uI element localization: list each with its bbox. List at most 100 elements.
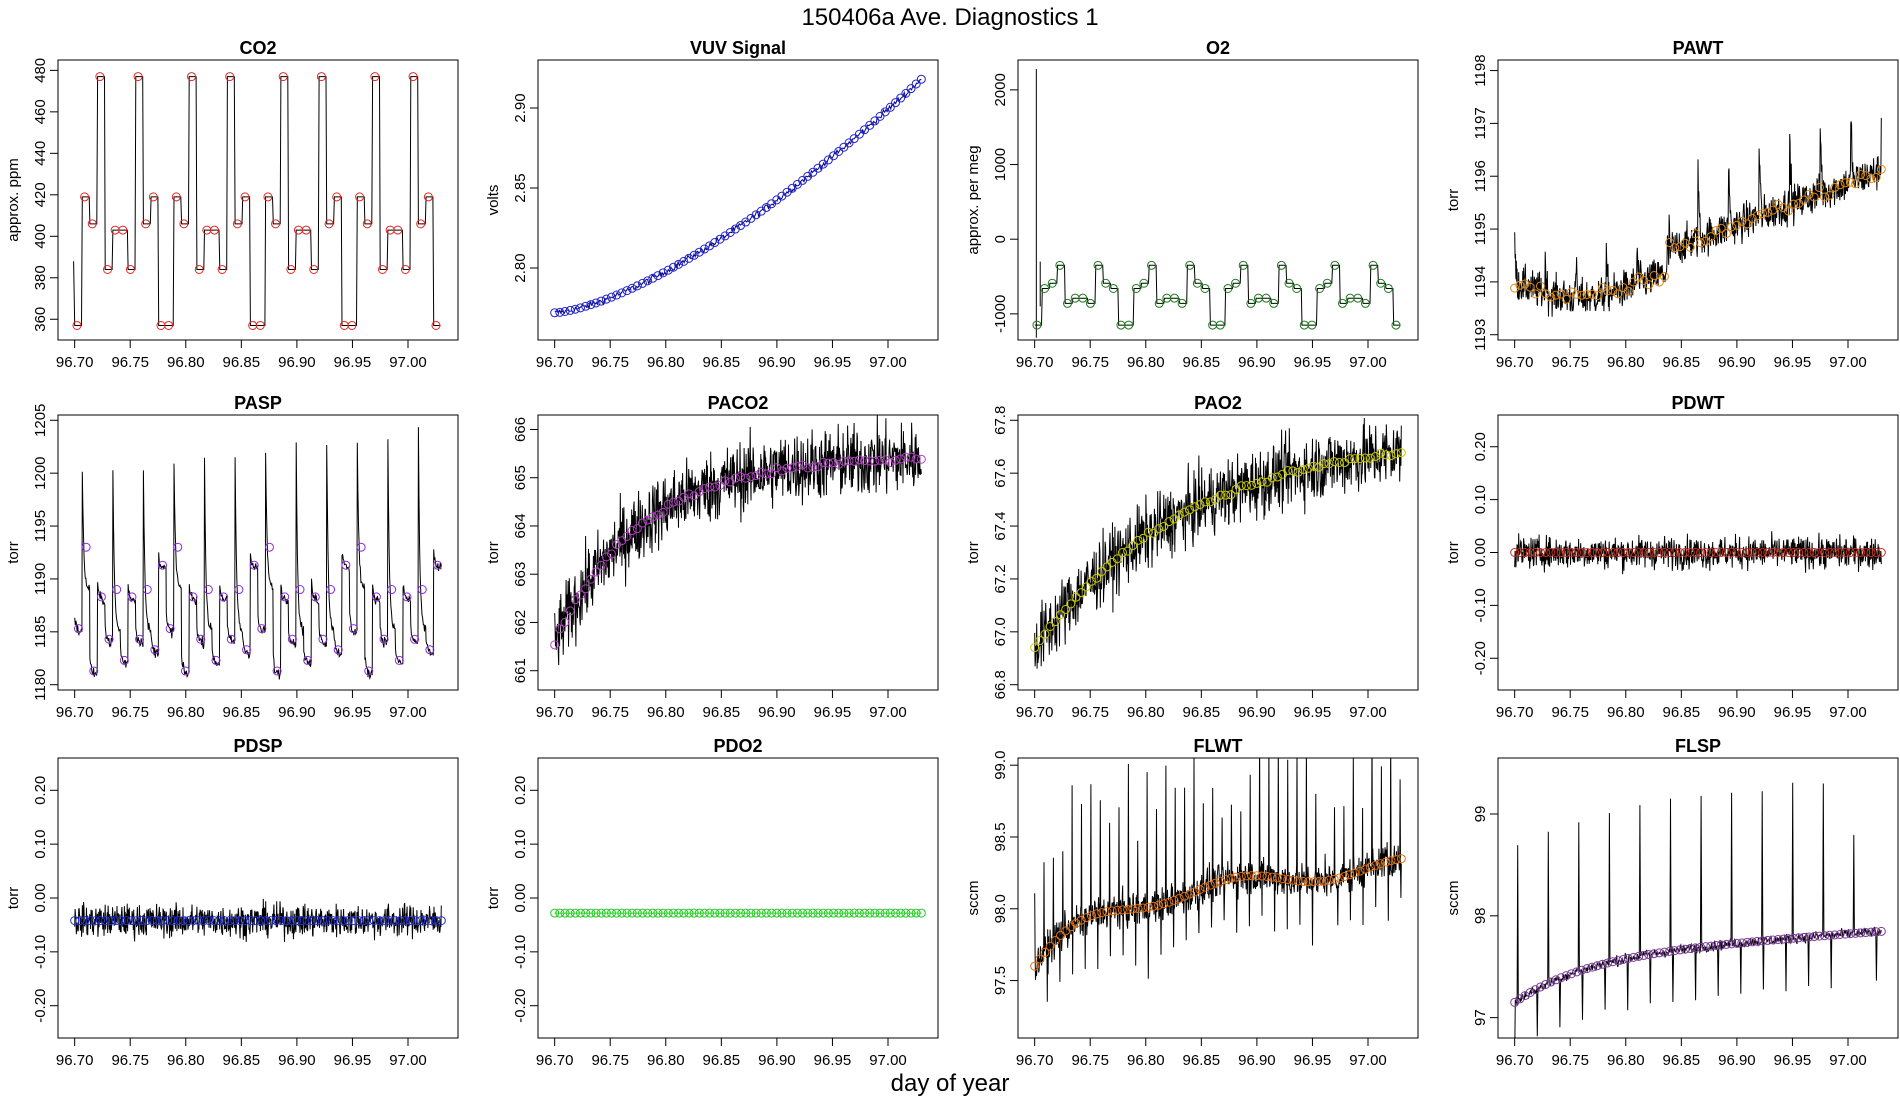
data-point xyxy=(632,524,642,534)
data-point xyxy=(1608,957,1618,967)
data-point xyxy=(1169,293,1179,303)
data-point xyxy=(1350,454,1360,464)
data-point xyxy=(421,916,431,926)
data-point xyxy=(1742,219,1752,229)
data-point xyxy=(1185,260,1195,270)
data-point xyxy=(1530,289,1540,299)
y-tick-label: 99 xyxy=(1472,806,1489,823)
data-point xyxy=(622,908,632,918)
plot-frame xyxy=(57,757,459,1039)
data-point xyxy=(1566,548,1576,557)
data-point xyxy=(1174,893,1184,903)
data-point xyxy=(303,655,313,665)
data-point xyxy=(844,456,854,466)
data-point xyxy=(400,264,410,274)
data-point xyxy=(380,916,390,926)
data-point xyxy=(1830,182,1840,192)
y-tick-label: 420 xyxy=(32,182,49,207)
data-point xyxy=(1241,871,1251,881)
data-point xyxy=(1773,199,1783,209)
data-point xyxy=(347,320,357,330)
data-point xyxy=(1252,478,1262,488)
data-point xyxy=(1711,226,1721,236)
data-point xyxy=(72,320,82,330)
data-point xyxy=(1820,192,1830,202)
data-point xyxy=(1076,915,1086,925)
y-tick-label: -0.20 xyxy=(32,989,49,1023)
data-point xyxy=(1102,562,1112,572)
data-point xyxy=(338,916,348,926)
data-point xyxy=(332,192,342,202)
y-axis-label: volts xyxy=(485,185,502,216)
y-tick-label: 0 xyxy=(992,235,1009,243)
data-point xyxy=(1732,548,1742,557)
data-point xyxy=(183,916,193,926)
data-point xyxy=(387,585,397,595)
data-point xyxy=(741,473,751,483)
data-point xyxy=(1101,278,1111,288)
data-point xyxy=(1515,994,1525,1004)
x-tick-label: 96.95 xyxy=(814,1052,852,1069)
panel-title: PACO2 xyxy=(708,393,769,413)
x-tick-label: 96.75 xyxy=(591,704,629,721)
data-point xyxy=(901,452,911,462)
data-point xyxy=(101,916,111,926)
data-point xyxy=(1238,260,1248,270)
data-point xyxy=(1030,961,1040,971)
panel-title: O2 xyxy=(1206,38,1230,58)
data-point xyxy=(1223,283,1233,293)
data-point xyxy=(1324,459,1334,469)
panel-pasp: PASP 96.70 96.75 96.80 96.85 96.90 96.95 97.00 1… xyxy=(5,393,459,721)
data-point xyxy=(1649,548,1659,557)
data-point xyxy=(1138,903,1148,913)
data-point xyxy=(1727,939,1737,949)
data-point xyxy=(710,908,720,918)
data-point xyxy=(242,645,252,655)
panel-title: PAWT xyxy=(1673,38,1724,58)
data-point xyxy=(720,476,730,486)
y-tick-label: 661 xyxy=(512,658,529,683)
data-point xyxy=(1040,947,1050,957)
data-point xyxy=(1845,929,1855,939)
data-point xyxy=(679,492,689,502)
data-point xyxy=(865,456,875,466)
data-point xyxy=(829,458,839,468)
data-point xyxy=(601,908,611,918)
data-point xyxy=(1284,278,1294,288)
data-point xyxy=(323,916,333,926)
data-point xyxy=(310,592,320,602)
data-point xyxy=(194,916,204,926)
data-point xyxy=(1696,238,1706,248)
data-point xyxy=(1226,873,1236,883)
data-point xyxy=(148,192,158,202)
data-point xyxy=(637,908,647,918)
data-point xyxy=(1737,548,1747,557)
data-point xyxy=(152,916,162,926)
data-point xyxy=(1644,280,1654,290)
data-point xyxy=(1515,548,1525,557)
data-point xyxy=(1711,548,1721,557)
data-point xyxy=(1799,548,1809,557)
x-tick-label: 96.85 xyxy=(703,704,741,721)
data-point xyxy=(116,916,126,926)
data-point xyxy=(1190,887,1200,897)
data-point xyxy=(1747,548,1757,557)
data-point xyxy=(1572,548,1582,557)
data-point xyxy=(798,908,808,918)
data-point xyxy=(1391,320,1401,330)
data-point xyxy=(865,120,875,130)
series-line xyxy=(73,76,441,326)
data-point xyxy=(1179,891,1189,901)
data-point xyxy=(648,512,658,522)
y-tick-label: 0.10 xyxy=(512,830,529,859)
data-point xyxy=(555,624,565,634)
data-point xyxy=(1272,472,1282,482)
data-point xyxy=(1376,278,1386,288)
data-point xyxy=(591,567,601,577)
data-point xyxy=(1561,971,1571,981)
data-point xyxy=(199,916,209,926)
data-point xyxy=(839,908,849,918)
data-point xyxy=(209,225,219,235)
data-point xyxy=(1236,871,1246,881)
data-point xyxy=(369,916,379,926)
